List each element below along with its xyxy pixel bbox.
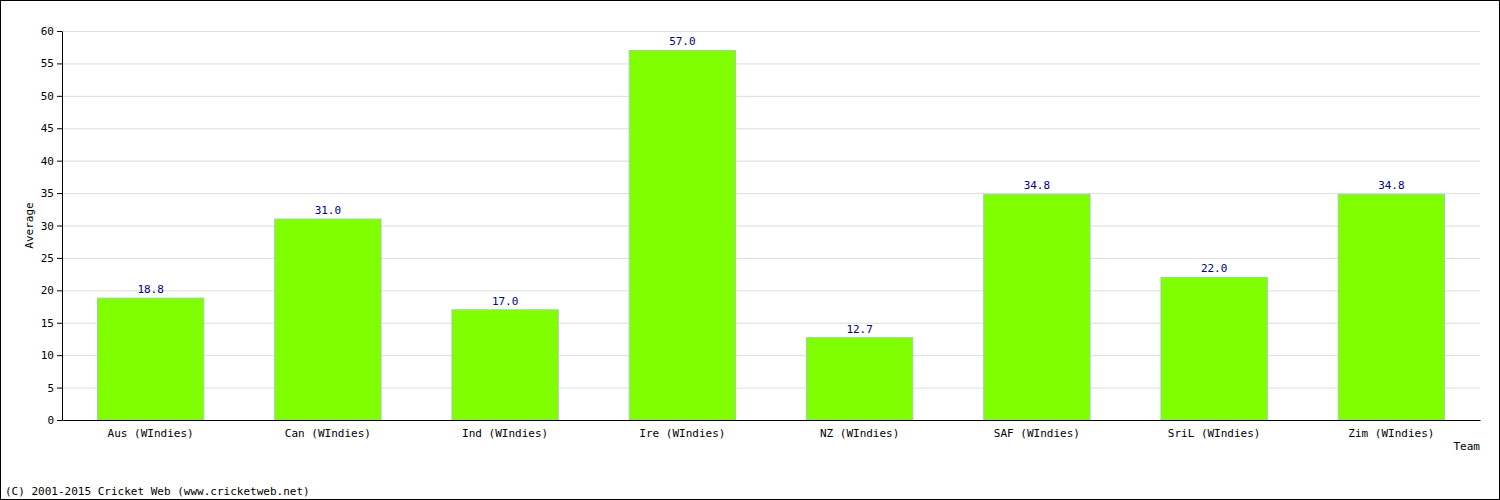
grid-line [62,161,1480,162]
y-tick: 15 [41,317,62,330]
x-axis-title: Team [1454,440,1481,453]
x-tick-label: Ire (WIndies) [639,427,725,440]
y-tick-label: 30 [41,220,54,233]
y-tick: 45 [41,122,62,135]
y-tick-label: 60 [41,25,54,38]
y-tick-label: 55 [41,57,54,70]
grid-line [62,63,1480,64]
y-tick-label: 50 [41,90,54,103]
x-axis: Aus (WIndies) Can (WIndies) Ind (WIndies) I… [63,420,1481,440]
y-tick-label: 10 [41,349,54,362]
y-tick-mark [57,63,62,64]
y-tick-mark [57,388,62,389]
y-tick-label: 35 [41,187,54,200]
y-tick: 0 [47,414,62,427]
y-tick: 25 [41,252,62,265]
y-tick-mark [57,258,62,259]
x-tick-label: Aus (WIndies) [108,427,194,440]
x-tick-label: NZ (WIndies) [820,427,899,440]
y-tick: 55 [41,57,62,70]
y-tick-mark [57,96,62,97]
y-tick: 60 [41,25,62,38]
x-tick-label: Can (WIndies) [285,427,371,440]
y-tick-mark [57,226,62,227]
y-tick-mark [57,290,62,291]
y-tick: 35 [41,187,62,200]
frame [1,1,1500,500]
data-label: 34.8 [1024,179,1051,192]
y-tick: 20 [41,284,62,297]
x-tick: SAF (WIndies) [994,420,1080,440]
data-label: 57.0 [669,35,696,48]
y-tick-mark [57,31,62,32]
y-tick: 5 [47,382,62,395]
bar [629,50,735,420]
x-tick: Ind (WIndies) [462,420,548,440]
data-label: 17.0 [492,295,519,308]
x-tick: Ire (WIndies) [639,420,725,440]
x-tick: Aus (WIndies) [108,420,194,440]
y-tick: 10 [41,349,62,362]
data-label: 22.0 [1201,262,1228,275]
bar [806,338,912,420]
x-tick: Can (WIndies) [285,420,371,440]
data-label: 34.8 [1378,179,1405,192]
grid-line [62,193,1480,194]
bar [275,219,381,420]
y-tick-label: 15 [41,317,54,330]
x-tick: Zim (WIndies) [1348,420,1434,440]
bar [1161,277,1267,420]
x-tick-label: SriL (WIndies) [1168,427,1261,440]
grid-line [62,31,1480,32]
x-tick: NZ (WIndies) [820,420,899,440]
y-tick-mark [57,161,62,162]
y-tick-label: 40 [41,155,54,168]
annotation: (C) 2001-2015 Cricket Web (www.cricketwe… [5,485,310,498]
x-tick-label: Zim (WIndies) [1348,427,1434,440]
bars [97,50,1444,420]
bar [97,298,203,420]
y-tick-mark [57,420,62,421]
bar [984,194,1090,420]
data-label: 18.8 [137,283,164,296]
data-label: 31.0 [315,204,342,217]
y-tick-mark [57,323,62,324]
annotations: (C) 2001-2015 Cricket Web (www.cricketwe… [5,485,310,498]
x-tick-label: Ind (WIndies) [462,427,548,440]
y-tick-mark [57,193,62,194]
y-tick-mark [57,128,62,129]
grid [62,32,1480,421]
x-tick-label: SAF (WIndies) [994,427,1080,440]
y-tick-label: 25 [41,252,54,265]
y-tick-label: 45 [41,122,54,135]
data-labels: 18.8 31.0 17.0 57.0 12.7 34.8 22.0 34.8 [137,35,1404,335]
y-tick-label: 20 [41,284,54,297]
y-tick-label: 0 [47,414,54,427]
y-tick-label: 5 [47,382,54,395]
bar [1338,194,1444,420]
y-tick: 30 [41,220,62,233]
data-label: 12.7 [846,323,873,336]
bar [452,310,558,420]
y-axis-title: Average [23,202,36,248]
y-tick: 40 [41,155,62,168]
x-axis-line [63,420,1481,421]
grid-line [62,96,1480,97]
y-axis: 0 5 10 15 20 25 30 35 40 45 50 55 60 [41,25,63,427]
x-tick: SriL (WIndies) [1168,420,1261,440]
y-axis-line [62,32,63,421]
grid-line [62,128,1480,129]
y-tick-mark [57,355,62,356]
y-tick: 50 [41,90,62,103]
grid-line [62,420,1480,421]
